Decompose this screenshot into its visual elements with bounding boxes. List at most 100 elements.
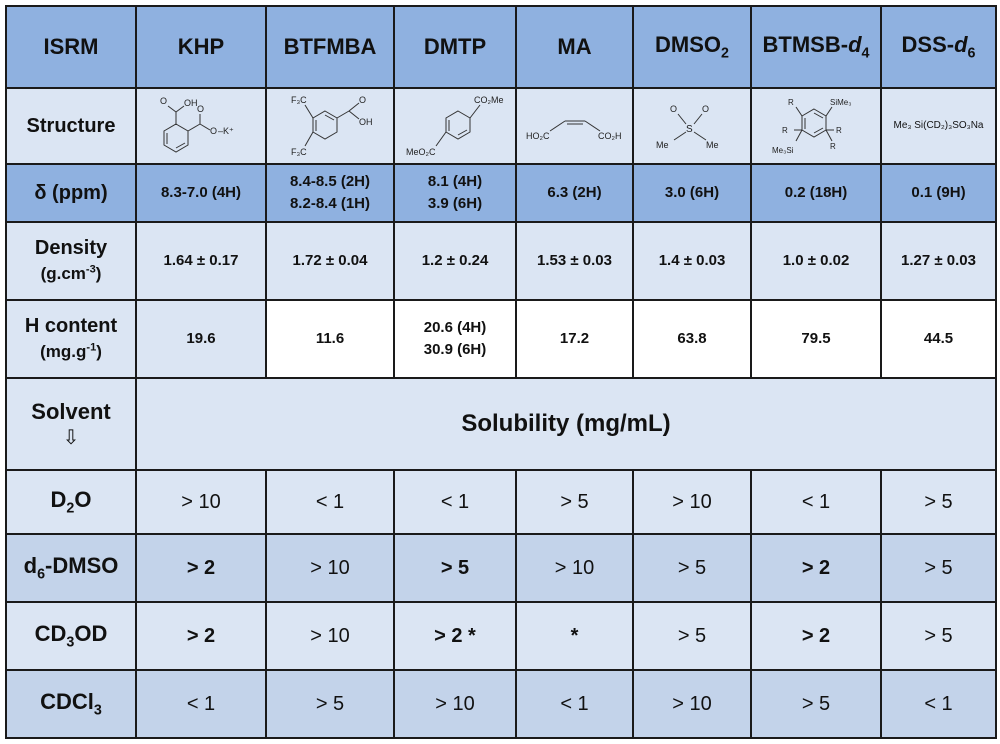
- header-ma: MA: [515, 5, 634, 89]
- hcontent-cell: 17.2: [515, 299, 634, 379]
- structure-btfmba: F₃C F₃C O OH: [265, 87, 395, 165]
- header-dss: DSS-d6: [880, 5, 997, 89]
- shift-cell: 8.4-8.5 (2H) 8.2-8.4 (1H): [265, 163, 395, 223]
- hcontent-row: H content (mg.g-1) 19.6 11.6 20.6 (4H) 3…: [5, 299, 997, 379]
- btmsb-r3-label: R: [836, 126, 842, 135]
- btfmba-cf3-bot-label: F₃C: [291, 147, 307, 157]
- btfmba-cf3-top-label: F₃C: [291, 95, 307, 105]
- solvent-sub: 6: [37, 566, 46, 583]
- dmso2-o1-label: O: [670, 104, 677, 114]
- solubility-cell: > 10: [632, 469, 752, 535]
- dmso2-s-label: S: [686, 124, 693, 135]
- structure-ma: HO₂C CO₂H: [515, 87, 634, 165]
- solvent-pre: CD: [34, 621, 67, 647]
- solvent-pre: D: [50, 487, 67, 513]
- khp-o-label: O: [160, 96, 167, 106]
- solubility-cell: > 10: [515, 533, 634, 603]
- density-cell: 1.72 ± 0.04: [265, 221, 395, 301]
- solvent-sub: 2: [66, 500, 75, 517]
- solubility-cell: > 5: [880, 469, 997, 535]
- btmsb-r2-label: R: [782, 126, 788, 135]
- solubility-cell: < 1: [135, 669, 267, 739]
- shift-cell: 8.1 (4H) 3.9 (6H): [393, 163, 517, 223]
- solvent-row-cdcl3: CDCl3 < 1 > 5 > 10 < 1 > 10 > 5 < 1: [5, 669, 997, 739]
- btmsb-r4-label: R: [830, 142, 836, 151]
- density-cell: 1.64 ± 0.17: [135, 221, 267, 301]
- ma-right-label: CO₂H: [598, 131, 622, 141]
- solubility-cell: > 5: [393, 533, 517, 603]
- khp-k-label: –K⁺: [218, 126, 234, 136]
- density-label-line1: Density: [34, 237, 108, 259]
- shift-cell: 0.2 (18H): [750, 163, 882, 223]
- header-btmsb-name: BTMSB-: [762, 32, 849, 58]
- hcontent-label-line1: H content: [24, 315, 118, 337]
- solvent-header-label: Solvent ⇩: [5, 377, 137, 471]
- solubility-cell: > 5: [632, 533, 752, 603]
- khp-structure-image: O OH O O –K⁺: [160, 96, 234, 153]
- header-dss-sub: 6: [967, 45, 976, 62]
- hcontent-label: H content (mg.g-1): [5, 299, 137, 379]
- solvent-sub: 3: [93, 702, 102, 719]
- hcontent-cell: 44.5: [880, 299, 997, 379]
- solubility-cell: > 10: [135, 469, 267, 535]
- density-label: Density (g.cm-3): [5, 221, 137, 301]
- solvent-post: -DMSO: [45, 553, 119, 579]
- btmsb-sime3-top-label: SiMe₃: [830, 98, 851, 107]
- solubility-title: Solubility (mg/mL): [135, 377, 997, 471]
- solvent-label-cd3od: CD3OD: [5, 601, 137, 671]
- solubility-cell: > 10: [265, 533, 395, 603]
- header-dss-italic: d: [954, 32, 968, 58]
- dmso2-structure-image: O O S Me Me: [656, 104, 719, 150]
- solubility-cell: < 1: [515, 669, 634, 739]
- solvent-header-row: Solvent ⇩ Solubility (mg/mL): [5, 377, 997, 471]
- shift-row: δ (ppm) 8.3-7.0 (4H) 8.4-8.5 (2H) 8.2-8.…: [5, 163, 997, 223]
- khp-o-top-label: O: [197, 104, 204, 114]
- solvent-label: Solvent: [31, 398, 111, 424]
- structure-dss: Me₃ Si(CD₂)₃SO₃Na: [880, 87, 997, 165]
- density-unit-sup: -3: [85, 263, 96, 276]
- solubility-cell: < 1: [265, 469, 395, 535]
- btfmba-oh-label: OH: [359, 117, 373, 127]
- solubility-cell: *: [515, 601, 634, 671]
- btfmba-structure-image: F₃C F₃C O OH: [291, 95, 373, 157]
- solvent-sub: 3: [66, 634, 75, 651]
- hcontent-label-unit: (mg.g-1): [40, 341, 102, 361]
- structure-row: Structure O OH O O –K⁺: [5, 87, 997, 165]
- dmtp-top-label: CO₂Me: [474, 95, 504, 105]
- density-label-unit: (g.cm-3): [40, 263, 102, 283]
- header-dmso2-sub: 2: [721, 45, 729, 62]
- density-cell: 1.27 ± 0.03: [880, 221, 997, 301]
- down-arrow-icon: ⇩: [62, 426, 80, 449]
- solvent-label-cdcl3: CDCl3: [5, 669, 137, 739]
- density-unit-pre: (g.cm: [40, 264, 86, 283]
- dmtp-bot-label: MeO₂C: [406, 147, 436, 157]
- hcontent-unit-post: ): [96, 342, 102, 361]
- density-row: Density (g.cm-3) 1.64 ± 0.17 1.72 ± 0.04…: [5, 221, 997, 301]
- solubility-cell: < 1: [750, 469, 882, 535]
- header-btmsb-sub: 4: [861, 45, 870, 62]
- solvent-row-cd3od: CD3OD > 2 > 10 > 2 * * > 5 > 2 > 5: [5, 601, 997, 671]
- structure-dmso2: O O S Me Me: [632, 87, 752, 165]
- header-btfmba: BTFMBA: [265, 5, 395, 89]
- density-cell: 1.53 ± 0.03: [515, 221, 634, 301]
- density-unit-post: ): [95, 264, 102, 283]
- hcontent-unit-pre: (mg.g: [40, 342, 87, 361]
- corner-header: ISRM: [5, 5, 137, 89]
- shift-cell: 8.3-7.0 (4H): [135, 163, 267, 223]
- solubility-cell: > 10: [632, 669, 752, 739]
- solvent-post: OD: [74, 621, 108, 647]
- ma-structure-image: HO₂C CO₂H: [526, 120, 622, 141]
- solvent-pre: CDCl: [40, 689, 94, 715]
- header-dmso2: DMSO2: [632, 5, 752, 89]
- header-btmsb-italic: d: [848, 32, 862, 58]
- shift-cell: 0.1 (9H): [880, 163, 997, 223]
- dmso2-me2-label: Me: [706, 140, 719, 150]
- hcontent-cell: 63.8: [632, 299, 752, 379]
- density-cell: 1.2 ± 0.24: [393, 221, 517, 301]
- btmsb-sime3-bot-label: Me₃Si: [772, 146, 794, 155]
- solubility-cell: > 5: [750, 669, 882, 739]
- solubility-cell: > 2: [750, 533, 882, 603]
- header-row: ISRM KHP BTFMBA DMTP MA DMSO2 BTMSB-d4 D…: [5, 5, 997, 89]
- solubility-cell: > 5: [515, 469, 634, 535]
- solubility-cell: > 5: [880, 601, 997, 671]
